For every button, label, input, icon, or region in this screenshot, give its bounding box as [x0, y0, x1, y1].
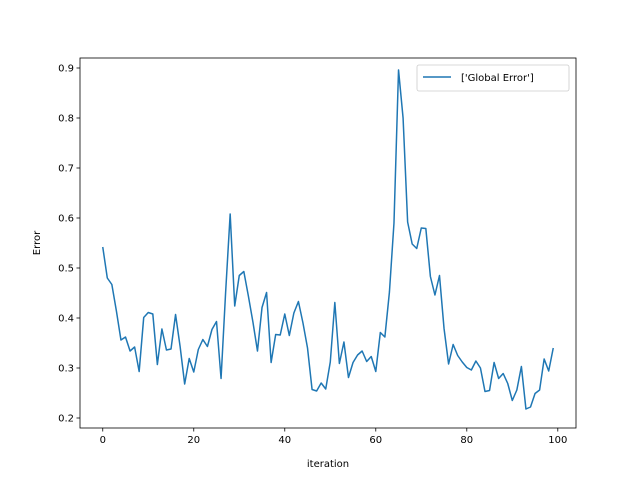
legend-box: [416, 64, 570, 92]
x-tick-label: 80: [460, 435, 473, 446]
series-line-0: [102, 69, 554, 410]
tick-layer: 0 20 40 60 80 100 0.2 0.3 0.4 0.5 0.6 0.7 0.8 0.9: [58, 64, 567, 447]
legend: ['Global Error']: [416, 64, 570, 92]
y-tick-label: 0.7: [58, 164, 74, 175]
x-tick-label: 0: [100, 435, 106, 446]
x-tick-label: 60: [369, 435, 382, 446]
series-layer: [102, 69, 554, 410]
plot-frame: [79, 57, 577, 429]
y-tick-label: 0.5: [58, 264, 74, 275]
y-tick-label: 0.8: [58, 114, 74, 125]
y-tick-label: 0.6: [58, 214, 74, 225]
y-tick-label: 0.9: [58, 64, 74, 75]
y-tick-label: 0.4: [58, 314, 74, 325]
y-tick-label: 0.2: [58, 414, 74, 425]
x-tick-label: 20: [187, 435, 200, 446]
y-axis-label: Error: [32, 230, 43, 255]
x-axis-label: iteration: [307, 459, 349, 470]
legend-label: ['Global Error']: [461, 73, 534, 84]
x-tick-label: 40: [278, 435, 291, 446]
y-tick-label: 0.3: [58, 364, 74, 375]
x-tick-label: 100: [548, 435, 567, 446]
